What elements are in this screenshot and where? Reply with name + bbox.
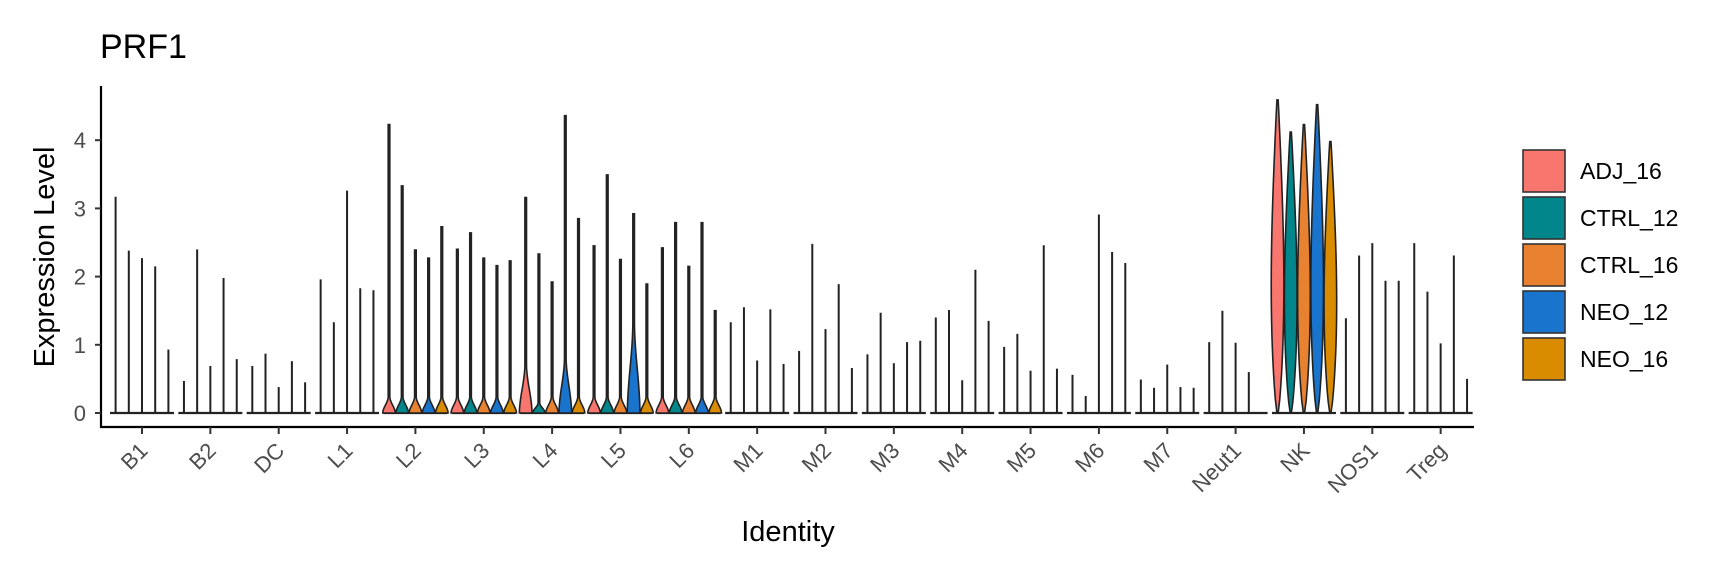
legend-swatch xyxy=(1522,337,1566,381)
x-tick-label: L4 xyxy=(528,438,563,473)
violin-L6-CTRL_12 xyxy=(668,221,683,414)
violin-L2-NEO_16 xyxy=(434,226,449,414)
violin-L6-NEO_12 xyxy=(694,221,710,414)
x-tick-label: B2 xyxy=(184,438,221,475)
legend-label: CTRL_16 xyxy=(1580,252,1678,278)
chart-title: PRF1 xyxy=(100,28,187,66)
plot-area xyxy=(110,99,1473,415)
legend-swatch xyxy=(1522,243,1566,287)
x-tick-label: M4 xyxy=(933,438,972,477)
violin-L4-NEO_16 xyxy=(571,217,586,414)
violin-L4-CTRL_12 xyxy=(531,253,547,414)
violin-L3-NEO_16 xyxy=(503,260,518,414)
violin-L4-ADJ_16 xyxy=(518,196,533,414)
y-axis-title: Expression Level xyxy=(29,147,61,368)
x-tick-label: M6 xyxy=(1070,438,1109,477)
y-tick-label: 4 xyxy=(74,128,86,153)
x-tick-label: NOS1 xyxy=(1323,438,1383,498)
y-tick-label: 3 xyxy=(74,196,86,221)
y-tick-label: 0 xyxy=(74,401,86,426)
x-tick-label: DC xyxy=(249,438,289,478)
violin-L3-CTRL_16 xyxy=(476,257,491,414)
legend-label: NEO_12 xyxy=(1580,299,1668,325)
violin-L2-NEO_12 xyxy=(421,257,436,414)
violin-L2-CTRL_16 xyxy=(408,249,423,414)
legend-label: ADJ_16 xyxy=(1580,158,1662,184)
violin-NK-ADJ_16 xyxy=(1270,99,1285,414)
x-tick-label: B1 xyxy=(116,438,153,475)
violin-NK-NEO_16 xyxy=(1323,140,1338,414)
legend-label: NEO_16 xyxy=(1580,346,1668,372)
x-tick-label: L1 xyxy=(323,438,358,473)
legend-swatch xyxy=(1522,196,1566,240)
legend-swatch xyxy=(1522,149,1566,193)
violin-L6-NEO_16 xyxy=(708,309,723,414)
x-tick-label: L2 xyxy=(391,438,426,473)
x-tick-label: Neut1 xyxy=(1187,438,1246,497)
violin-L4-CTRL_16 xyxy=(544,281,560,414)
violin-L3-NEO_12 xyxy=(489,264,505,414)
x-tick-label: M1 xyxy=(728,438,767,477)
violin-L4-NEO_12 xyxy=(558,114,573,414)
x-tick-label: M5 xyxy=(1002,438,1041,477)
violin-L3-ADJ_16 xyxy=(450,248,465,414)
x-tick-label: M3 xyxy=(865,438,904,477)
x-tick-label: L6 xyxy=(664,438,699,473)
violin-NK-CTRL_16 xyxy=(1296,123,1312,414)
x-axis-ticks: B1 B2 DC L1 L2 L3 L4 L5 L6 M1 M2 M3 M4 M5 M6 M7 Neut1 NK N… xyxy=(116,427,1451,498)
legend-label: CTRL_12 xyxy=(1580,205,1678,231)
x-tick-label: Treg xyxy=(1402,438,1451,487)
legend: ADJ_16 CTRL_12 CTRL_16 NEO_12 NEO_16 xyxy=(1522,149,1678,381)
y-tick-label: 2 xyxy=(74,265,86,290)
violin-L5-NEO_12 xyxy=(626,213,641,414)
violin-NK-CTRL_12 xyxy=(1283,131,1298,414)
violin-L5-CTRL_12 xyxy=(600,174,615,414)
legend-swatch xyxy=(1522,290,1566,334)
x-axis-title: Identity xyxy=(741,516,835,548)
x-tick-label: L3 xyxy=(459,438,494,473)
violin-L6-ADJ_16 xyxy=(655,247,670,414)
x-tick-label: M2 xyxy=(797,438,836,477)
violin-L2-ADJ_16 xyxy=(381,123,397,414)
violin-L3-CTRL_12 xyxy=(463,232,478,414)
violin-L5-NEO_16 xyxy=(639,283,654,414)
x-tick-label: M7 xyxy=(1138,438,1177,477)
violin-L5-CTRL_16 xyxy=(613,258,628,414)
violin-L6-CTRL_16 xyxy=(681,265,696,414)
y-axis-ticks: 0 1 2 3 4 xyxy=(74,128,101,426)
violin-L2-CTRL_12 xyxy=(395,185,410,414)
x-tick-label: NK xyxy=(1275,438,1315,478)
x-tick-label: L5 xyxy=(596,438,631,473)
violin-NK-NEO_12 xyxy=(1310,103,1325,414)
violin-L5-ADJ_16 xyxy=(586,245,602,414)
y-tick-label: 1 xyxy=(74,333,86,358)
